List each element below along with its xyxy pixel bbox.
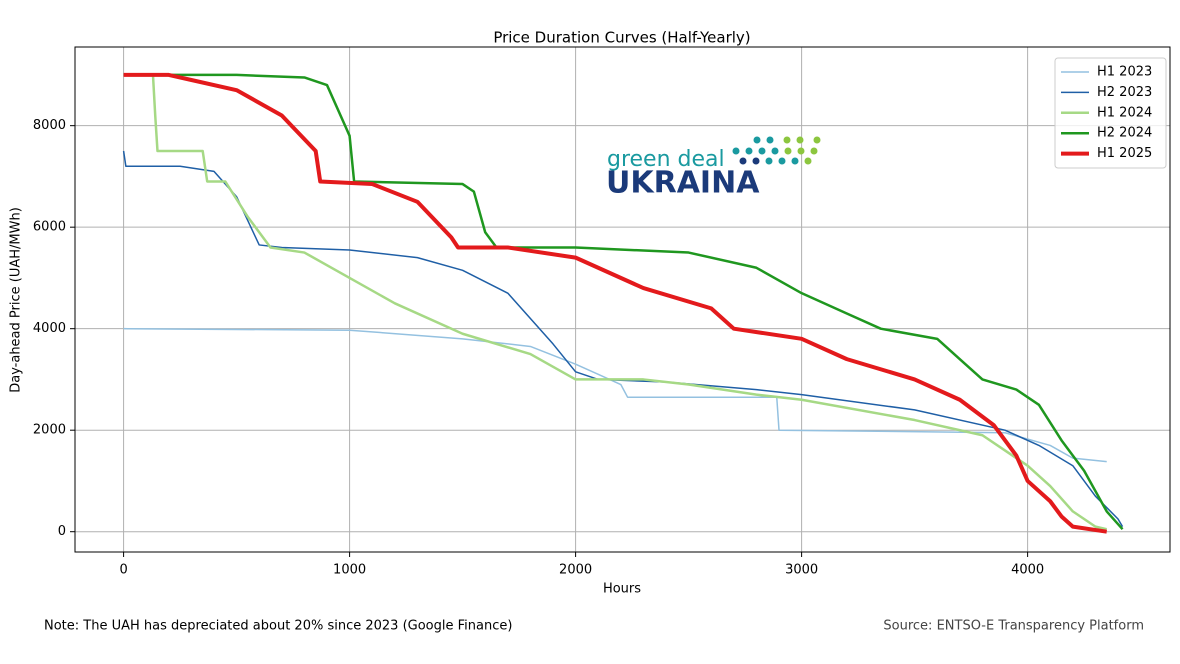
series-line — [123, 73, 1107, 531]
y-tick-label: 0 — [58, 524, 66, 539]
series-line — [122, 150, 1124, 528]
x-tick-label: 3000 — [785, 563, 818, 578]
series-line — [123, 327, 1107, 463]
legend-label: H1 2024 — [1097, 105, 1152, 120]
legend-label: H1 2025 — [1097, 146, 1152, 161]
legend-box — [1054, 57, 1167, 169]
logo-bottom: UKRAINA — [606, 166, 760, 201]
legend-label: H2 2024 — [1097, 126, 1152, 141]
legend-label: H2 2023 — [1097, 85, 1152, 100]
x-tick-label: 2000 — [559, 563, 592, 578]
y-tick-label: 2000 — [33, 423, 66, 438]
source: Source: ENTSO-E Transparency Platform — [883, 619, 1144, 634]
y-tick-label: 6000 — [33, 220, 66, 235]
logo-dots — [732, 136, 821, 165]
note: Note: The UAH has depreciated about 20% … — [44, 619, 512, 634]
legend-label: H1 2023 — [1097, 65, 1152, 80]
logo-top: green deal — [607, 147, 725, 172]
legend: H1 2023 H2 2023 H1 2024 H2 2024 H1 2025 — [1054, 57, 1167, 169]
plot-frame — [74, 46, 1171, 553]
y-tick-label: 4000 — [33, 321, 66, 336]
x-tick-label: 1000 — [333, 563, 366, 578]
plot-area: 0 1000 2000 3000 4000 0 2000 4000 6000 8000 — [33, 46, 1171, 578]
series-line — [123, 73, 1124, 530]
y-axis-label: Day-ahead Price (UAH/MWh) — [9, 207, 24, 393]
x-tick-label: 4000 — [1011, 563, 1044, 578]
logo: green deal UKRAINA — [606, 136, 821, 201]
chart-title: Price Duration Curves (Half-Yearly) — [493, 29, 750, 47]
y-tick-label: 8000 — [33, 118, 66, 133]
x-tick-label: 0 — [119, 563, 127, 578]
series-line — [123, 72, 1108, 534]
x-axis-label: Hours — [603, 582, 641, 597]
